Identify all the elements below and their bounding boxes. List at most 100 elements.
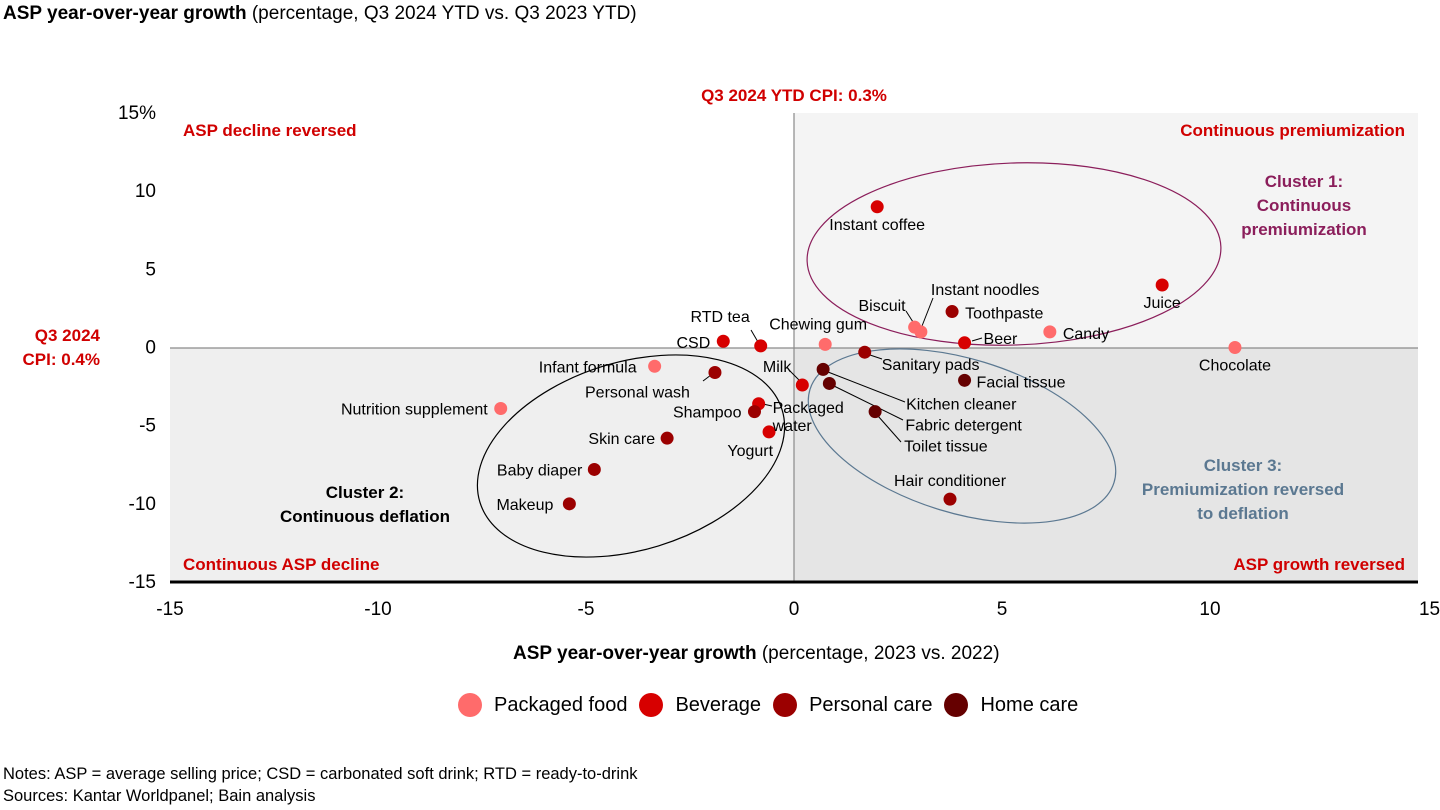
y-axis-ticks: 15% 10 5 0 -5 -10 -15 bbox=[118, 103, 156, 593]
quadrant-top-right-bg bbox=[794, 113, 1418, 348]
point-label-chewing-gum: Chewing gum bbox=[769, 316, 867, 333]
x-tick-label: 5 bbox=[997, 599, 1008, 620]
legend-dot-home-care bbox=[944, 693, 969, 717]
point-candy bbox=[1043, 325, 1057, 339]
legend: Packaged food Beverage Personal care Hom… bbox=[458, 693, 1090, 717]
point-rtd-tea bbox=[754, 339, 768, 353]
point-hair-conditioner bbox=[943, 492, 957, 506]
horizontal-cpi-label-line1: Q3 2024 bbox=[35, 326, 101, 345]
quadrant-bottom-right-bg bbox=[794, 348, 1418, 582]
notes-text: Notes: ASP = average selling price; CSD … bbox=[3, 765, 638, 783]
x-tick-label: 15% bbox=[1419, 599, 1440, 620]
data-points bbox=[494, 200, 1242, 511]
point-milk bbox=[795, 378, 809, 392]
point-label-baby-diaper: Baby diaper bbox=[497, 462, 583, 479]
point-toilet-tissue bbox=[868, 405, 882, 419]
point-label-kitchen-cleaner: Kitchen cleaner bbox=[906, 396, 1017, 413]
legend-label: Packaged food bbox=[494, 693, 628, 716]
legend-label: Beverage bbox=[675, 693, 762, 716]
x-tick-label: -15 bbox=[156, 599, 183, 620]
y-tick-label: 5 bbox=[145, 259, 156, 280]
point-infant-formula bbox=[648, 359, 662, 373]
cluster-3-label-line2: Premiumization reversed bbox=[1142, 480, 1344, 499]
x-tick-label: 0 bbox=[789, 599, 800, 620]
point-chewing-gum bbox=[818, 337, 832, 351]
cluster-3-label-line1: Cluster 3: bbox=[1204, 456, 1282, 475]
point-nutrition-supplement bbox=[494, 401, 508, 415]
vertical-cpi-label: Q3 2024 YTD CPI: 0.3% bbox=[701, 86, 887, 105]
leader-rtd-tea bbox=[750, 329, 759, 343]
legend-label: Personal care bbox=[809, 693, 933, 716]
point-label-chocolate: Chocolate bbox=[1199, 358, 1271, 375]
quadrant-label-bottom-right: ASP growth reversed bbox=[1233, 555, 1405, 574]
legend-label: Home care bbox=[980, 693, 1079, 716]
legend-item-personal-care: Personal care bbox=[773, 693, 932, 717]
x-tick-label: -5 bbox=[578, 599, 595, 620]
point-yogurt bbox=[762, 425, 776, 439]
point-label-toothpaste: Toothpaste bbox=[965, 306, 1043, 323]
point-label-makeup: Makeup bbox=[496, 497, 553, 514]
y-tick-label: -5 bbox=[139, 416, 156, 437]
point-skin-care bbox=[660, 431, 674, 445]
point-label-shampoo: Shampoo bbox=[673, 405, 742, 422]
y-tick-label: -10 bbox=[129, 494, 156, 515]
point-label-instant-noodles: Instant noodles bbox=[931, 282, 1040, 299]
y-tick-label: 0 bbox=[145, 338, 156, 359]
x-tick-label: 10 bbox=[1199, 599, 1220, 620]
leader-lines bbox=[702, 297, 983, 443]
cluster-2-label-line1: Cluster 2: bbox=[326, 483, 404, 502]
y-tick-label: 10 bbox=[135, 181, 156, 202]
legend-item-home-care: Home care bbox=[944, 693, 1078, 717]
point-label-rtd-tea: RTD tea bbox=[690, 309, 749, 326]
point-label-candy: Candy bbox=[1063, 326, 1109, 343]
point-chocolate bbox=[1228, 341, 1242, 354]
point-makeup bbox=[562, 497, 576, 511]
point-baby-diaper bbox=[587, 462, 601, 476]
legend-dot-packaged-food bbox=[458, 693, 482, 717]
point-facial-tissue bbox=[958, 373, 972, 387]
point-toothpaste bbox=[945, 305, 959, 319]
leader-fabric-detergent bbox=[833, 385, 904, 421]
point-juice bbox=[1155, 278, 1169, 292]
quadrant-label-bottom-left: Continuous ASP decline bbox=[183, 555, 379, 574]
point-csd bbox=[716, 334, 730, 348]
x-axis-title-rest: (percentage, 2023 vs. 2022) bbox=[756, 643, 1000, 664]
point-label-skin-care: Skin care bbox=[588, 431, 655, 448]
chart-title-rest: (percentage, Q3 2024 YTD vs. Q3 2023 YTD… bbox=[246, 3, 637, 24]
cluster-1-ellipse bbox=[806, 162, 1222, 346]
point-label-instant-coffee: Instant coffee bbox=[829, 217, 925, 234]
legend-dot-personal-care bbox=[773, 693, 798, 717]
point-shampoo bbox=[747, 405, 761, 419]
y-tick-label: -15 bbox=[129, 572, 156, 593]
legend-dot-beverage bbox=[639, 693, 664, 717]
point-label-biscuit: Biscuit bbox=[859, 298, 907, 315]
cluster-2-label-line2: Continuous deflation bbox=[280, 507, 450, 526]
x-axis-ticks: -15 -10 -5 0 5 10 15% bbox=[156, 599, 1440, 620]
point-fabric-detergent bbox=[822, 376, 836, 390]
point-label-sanitary-pads: Sanitary pads bbox=[882, 357, 980, 374]
point-instant-coffee bbox=[870, 200, 884, 214]
leader-kitchen-cleaner bbox=[827, 371, 906, 403]
point-label-infant-formula: Infant formula bbox=[539, 359, 637, 376]
quadrant-top-left-bg bbox=[170, 113, 794, 348]
cluster-1-label-line2: Continuous bbox=[1257, 196, 1351, 215]
point-beer bbox=[958, 336, 972, 350]
point-label-csd: CSD bbox=[676, 335, 710, 352]
point-label-milk: Milk bbox=[763, 359, 792, 376]
point-label-fabric-detergent: Fabric detergent bbox=[905, 417, 1022, 434]
point-kitchen-cleaner bbox=[816, 362, 830, 376]
cluster-3-ellipse bbox=[807, 348, 1117, 524]
leader-toilet-tissue bbox=[877, 415, 902, 443]
point-label-yogurt: Yogurt bbox=[727, 443, 773, 460]
point-label-nutrition-supplement: Nutrition supplement bbox=[341, 401, 488, 418]
point-label-personal-wash: Personal wash bbox=[585, 385, 690, 402]
leader-milk bbox=[788, 369, 800, 381]
quadrant-bottom-left-bg bbox=[170, 348, 794, 582]
point-label-packaged-water: Packaged water bbox=[772, 400, 844, 435]
legend-item-packaged-food: Packaged food bbox=[458, 693, 627, 717]
point-label-facial-tissue: Facial tissue bbox=[977, 374, 1066, 391]
point-label-juice: Juice bbox=[1143, 295, 1180, 312]
point-label-hair-conditioner: Hair conditioner bbox=[894, 473, 1007, 490]
horizontal-cpi-label-line2: CPI: 0.4% bbox=[23, 350, 100, 369]
